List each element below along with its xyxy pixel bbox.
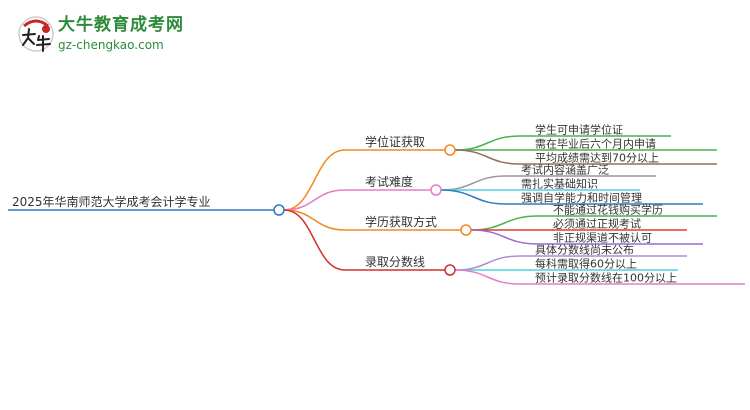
brand-name: 大牛教育成考网 [58, 15, 184, 35]
leaf-node-label[interactable]: 必须通过正规考试 [553, 217, 641, 231]
branch-collapse-toggle[interactable] [444, 264, 456, 276]
leaf-node-label[interactable]: 每科需取得60分以上 [535, 257, 637, 271]
leaf-connector [440, 175, 507, 191]
leaf-connector [454, 135, 521, 151]
branch-node-label[interactable]: 学历获取方式 [365, 214, 437, 229]
branch-collapse-toggle[interactable] [460, 224, 472, 236]
branch-collapse-toggle[interactable] [444, 144, 456, 156]
root-node-label[interactable]: 2025年华南师范大学成考会计学专业 [12, 194, 211, 209]
leaf-node-label[interactable]: 强调自学能力和时间管理 [521, 191, 642, 205]
leaf-node-label[interactable]: 具体分数线尚未公布 [535, 243, 634, 257]
branch-connector [283, 209, 346, 231]
branch-connector [283, 209, 346, 271]
root-collapse-toggle[interactable] [273, 204, 285, 216]
leaf-node-label[interactable]: 考试内容涵盖广泛 [521, 163, 609, 177]
leaf-connector [470, 215, 539, 231]
branch-connector [283, 149, 346, 211]
leaf-node-label[interactable]: 平均成绩需达到70分以上 [535, 152, 659, 165]
branch-node-label[interactable]: 学位证获取 [365, 134, 425, 149]
logo-icon [18, 16, 54, 52]
leaf-node-label[interactable]: 需在毕业后六个月内申请 [535, 137, 656, 151]
leaf-node-label[interactable]: 不能通过花钱购买学历 [553, 203, 663, 217]
leaf-connector [454, 269, 521, 285]
leaf-node-label[interactable]: 预计录取分数线在100分以上 [535, 271, 677, 285]
branch-node-label[interactable]: 考试难度 [365, 174, 413, 189]
leaf-connector [440, 189, 507, 205]
leaf-connector [454, 149, 521, 165]
leaf-node-label[interactable]: 需扎实基础知识 [521, 177, 598, 191]
leaf-node-label[interactable]: 非正规渠道不被认可 [553, 231, 652, 245]
branch-collapse-toggle[interactable] [430, 184, 442, 196]
branch-node-label[interactable]: 录取分数线 [365, 254, 425, 269]
leaf-connector [470, 229, 539, 245]
branch-connector [283, 189, 346, 211]
leaf-connector [454, 255, 521, 271]
leaf-node-label[interactable]: 学生可申请学位证 [535, 123, 623, 137]
site-url: gz-chengkao.com [58, 38, 164, 52]
